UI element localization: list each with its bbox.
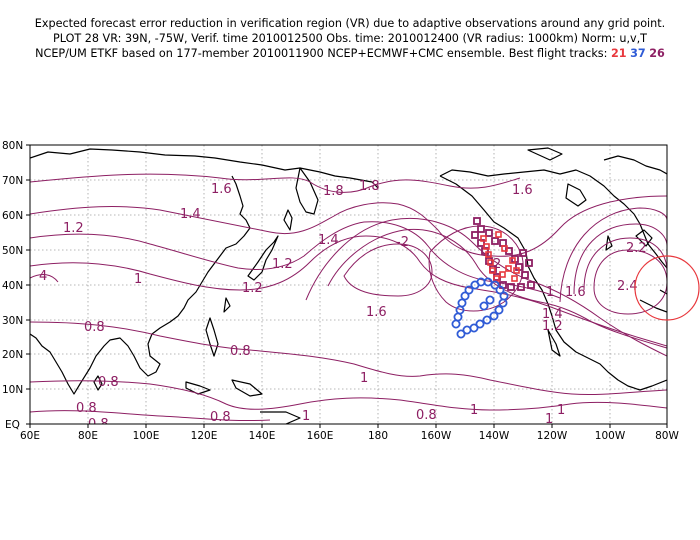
figure-header: Expected forecast error reduction in ver… [0, 0, 700, 61]
latitude-labels: 80N 70N 60N 50N 40N 30N 20N 10N EQ [2, 140, 23, 431]
contour-label: 0.8 [76, 401, 97, 416]
coastlines [30, 147, 667, 424]
contour-label: 1 [302, 409, 310, 424]
grid-lines [30, 145, 667, 424]
lat-label: 80N [2, 140, 23, 152]
lon-label: 140W [479, 430, 510, 442]
flight-track-21 [480, 231, 520, 282]
lon-label: 120E [191, 430, 218, 442]
contour-label: 0.8 [210, 410, 231, 425]
lon-label: 120W [537, 430, 568, 442]
contour-label: 1.6 [366, 305, 387, 320]
flight-track-37 [451, 277, 509, 339]
contour-label: 1.4 [180, 207, 201, 222]
contour-label: 1 [360, 371, 368, 386]
lon-label: 160W [421, 430, 452, 442]
contour-label: 1.8 [359, 179, 380, 194]
lon-label: 100E [133, 430, 160, 442]
lon-label: 180 [368, 430, 388, 442]
lat-label: 20N [2, 349, 23, 361]
lat-label: 50N [2, 245, 23, 257]
lat-label: 30N [2, 315, 23, 327]
contour-label: 2.4 [617, 279, 638, 294]
lon-label: 160E [307, 430, 334, 442]
lat-label: 40N [2, 280, 23, 292]
track-37-label: 37 [630, 47, 646, 60]
contour-label: 1.2 [63, 221, 84, 236]
verification-region-circle-inner [634, 255, 668, 321]
contour-label: 0.8 [98, 375, 119, 390]
lon-label: 100W [595, 430, 626, 442]
contour-label: 2.2 [626, 241, 647, 256]
contour-label: 4 [39, 269, 47, 284]
contour-labels: 1.6 1.8 1.8 1.6 1.4 1.2 1.4 1.2 1 1.2 -2… [39, 179, 647, 432]
contour-label: 0.8 [416, 408, 437, 423]
contour-label: 0.8 [84, 320, 105, 335]
contour-label: 1.4 [318, 233, 339, 248]
contour-label: 1 [545, 412, 553, 427]
contour-label: -2 [396, 235, 409, 250]
lat-label: EQ [5, 419, 20, 431]
lat-label: 70N [2, 175, 23, 187]
axis-ticks [26, 144, 668, 428]
contour-label: 1.2 [242, 281, 263, 296]
title-line-2: PLOT 28 VR: 39N, -75W, Verif. time 20100… [52, 32, 648, 45]
contour-label: 0.8 [230, 344, 251, 359]
contour-label: 1.8 [323, 184, 344, 199]
contour-label: 1.6 [512, 183, 533, 198]
lon-label: 80W [655, 430, 679, 442]
contour-label: 1.6 [565, 285, 586, 300]
contour-label: 1 [470, 403, 478, 418]
longitude-labels: 60E 80E 100E 120E 140E 160E 180 160W 140… [20, 430, 679, 442]
lon-label: 60E [20, 430, 40, 442]
contour-label: 2 [493, 257, 501, 272]
contour-label: 1.2 [272, 257, 293, 272]
contour-label: 1 [557, 403, 565, 418]
verification-region-circle [666, 255, 700, 321]
contour-label: 1.6 [211, 182, 232, 197]
contour-label: 0.8 [88, 417, 109, 432]
track-21-label: 21 [610, 47, 627, 60]
title-line-3-text: NCEP/UM ETKF based on 177-member 2010011… [35, 47, 608, 60]
contour-label: 1 [546, 285, 554, 300]
lat-label: 60N [2, 210, 23, 222]
track-26-label: 26 [649, 47, 665, 60]
title-line-1: Expected forecast error reduction in ver… [34, 17, 666, 30]
lon-label: 140E [249, 430, 276, 442]
lat-label: 10N [2, 384, 23, 396]
lon-label: 80E [78, 430, 98, 442]
contour-label: 1.2 [542, 319, 563, 334]
contour-label: 1.4 [542, 307, 563, 322]
title-line-3: NCEP/UM ETKF based on 177-member 2010011… [0, 46, 700, 61]
contour-label: 1 [134, 272, 142, 287]
